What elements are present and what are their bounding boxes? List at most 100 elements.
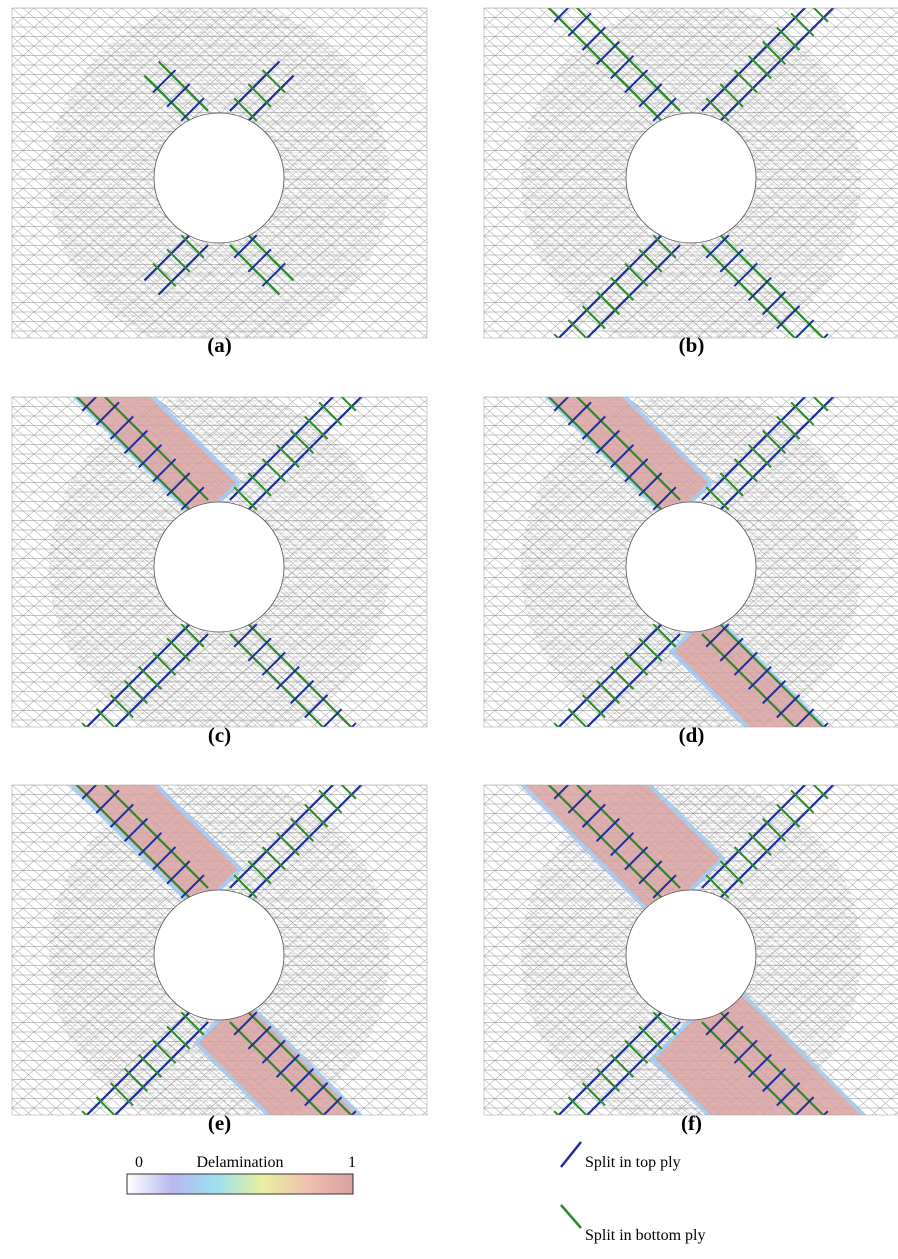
split bbox=[812, 785, 829, 800]
split bbox=[304, 694, 329, 719]
split bbox=[166, 637, 191, 662]
split bbox=[776, 1082, 801, 1107]
split bbox=[701, 8, 807, 112]
split bbox=[705, 97, 730, 122]
panel-border bbox=[483, 7, 898, 339]
split bbox=[790, 401, 815, 426]
split bbox=[68, 1125, 91, 1148]
split bbox=[705, 1011, 730, 1036]
split bbox=[180, 1011, 205, 1036]
panel bbox=[11, 784, 428, 1148]
split bbox=[747, 276, 772, 301]
split bbox=[715, 230, 825, 338]
split bbox=[719, 248, 744, 273]
hole bbox=[625, 112, 757, 244]
split bbox=[567, 401, 592, 426]
split bbox=[701, 785, 807, 889]
split bbox=[526, 748, 549, 771]
split bbox=[762, 817, 787, 842]
split bbox=[138, 1053, 163, 1078]
split bbox=[540, 348, 563, 371]
hole bbox=[625, 501, 757, 633]
panel-body bbox=[484, 397, 898, 727]
split bbox=[733, 69, 758, 94]
split bbox=[776, 415, 801, 440]
split bbox=[304, 415, 329, 440]
split bbox=[304, 803, 329, 828]
split bbox=[322, 1096, 343, 1115]
split bbox=[553, 785, 570, 800]
panel bbox=[483, 748, 898, 1162]
split bbox=[123, 1068, 148, 1093]
split bbox=[166, 472, 191, 497]
split bbox=[233, 234, 258, 259]
split bbox=[152, 651, 177, 676]
split bbox=[715, 785, 835, 903]
split bbox=[833, 748, 856, 771]
split bbox=[652, 1011, 677, 1036]
split bbox=[95, 708, 116, 727]
split bbox=[275, 665, 300, 690]
split bbox=[247, 248, 272, 273]
panel-label: (b) bbox=[679, 333, 705, 357]
split bbox=[794, 708, 815, 727]
split bbox=[247, 1025, 272, 1050]
split bbox=[180, 486, 205, 511]
split bbox=[526, 1139, 549, 1162]
split bbox=[247, 83, 272, 108]
split bbox=[567, 12, 592, 37]
split bbox=[581, 415, 606, 440]
split bbox=[340, 785, 357, 800]
split bbox=[733, 458, 758, 483]
split bbox=[567, 708, 588, 727]
split bbox=[747, 55, 772, 80]
split bbox=[180, 874, 205, 899]
split bbox=[290, 429, 315, 454]
split bbox=[347, 1125, 370, 1148]
panel bbox=[11, 7, 428, 339]
split bbox=[166, 1025, 191, 1050]
split bbox=[719, 1025, 744, 1050]
split bbox=[624, 262, 649, 287]
split bbox=[705, 874, 730, 899]
split bbox=[790, 12, 815, 37]
split bbox=[233, 486, 258, 511]
split bbox=[624, 846, 649, 871]
split bbox=[776, 694, 801, 719]
split bbox=[610, 55, 635, 80]
split bbox=[638, 637, 663, 662]
split bbox=[595, 1068, 620, 1093]
split bbox=[705, 486, 730, 511]
split bbox=[652, 623, 677, 648]
split bbox=[261, 1039, 286, 1064]
split bbox=[152, 262, 177, 287]
legend-top-ply-line bbox=[560, 1141, 582, 1168]
panel-body bbox=[484, 8, 898, 371]
split bbox=[180, 97, 205, 122]
split bbox=[840, 397, 842, 398]
split bbox=[68, 785, 70, 786]
split bbox=[166, 83, 191, 108]
split bbox=[261, 846, 286, 871]
panel-body bbox=[12, 785, 427, 1148]
split bbox=[595, 817, 620, 842]
split bbox=[290, 1068, 315, 1093]
hole bbox=[153, 112, 285, 244]
split bbox=[747, 832, 772, 857]
split bbox=[762, 291, 787, 316]
split bbox=[581, 694, 606, 719]
split bbox=[180, 234, 205, 259]
split bbox=[762, 1068, 787, 1093]
split bbox=[705, 623, 730, 648]
split bbox=[68, 397, 70, 398]
split bbox=[812, 397, 829, 412]
split bbox=[247, 860, 272, 885]
split bbox=[109, 415, 134, 440]
split bbox=[81, 785, 98, 800]
split bbox=[138, 444, 163, 469]
split bbox=[581, 1082, 606, 1107]
split bbox=[575, 785, 681, 889]
split bbox=[595, 429, 620, 454]
split bbox=[701, 244, 797, 338]
panel-label: (d) bbox=[679, 723, 705, 747]
